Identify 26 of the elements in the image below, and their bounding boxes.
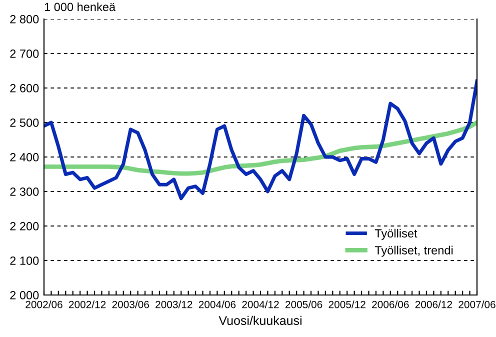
legend-label: Työlliset	[374, 228, 418, 240]
y-tick-label: 2 800	[10, 15, 39, 24]
line-series	[44, 120, 477, 176]
y-tick-label: 2 700	[10, 50, 39, 58]
x-tick-label: 2007/06	[458, 300, 496, 308]
x-axis-title: Vuosi/kuukausi	[218, 316, 302, 326]
y-tick-label: 2 200	[10, 222, 39, 230]
x-tick-label: 2002/06	[26, 300, 62, 308]
x-tick-label: 2005/06	[286, 300, 322, 308]
y-tick-label: 2 400	[10, 153, 39, 162]
x-tick-label: 2004/06	[198, 300, 236, 308]
x-tick-label: 2003/12	[156, 300, 192, 308]
x-tick-label: 2004/12	[242, 300, 279, 308]
x-tick-label: 2005/12	[328, 300, 366, 308]
x-tick-label: 2002/12	[69, 300, 106, 308]
y-axis-title: 1 000 henkeä	[44, 2, 116, 12]
line-series	[44, 79, 477, 200]
x-tick-label: 2006/06	[372, 300, 409, 308]
y-tick-label: 2 600	[10, 84, 39, 92]
x-tick-label: 2003/06	[112, 300, 149, 308]
y-tick-label: 2 500	[10, 118, 39, 127]
y-tick-label: 2 300	[10, 188, 39, 196]
y-tick-label: 2 000	[10, 291, 39, 300]
y-tick-label: 2 100	[10, 256, 39, 265]
x-tick-label: 2006/12	[415, 300, 452, 308]
legend-label: Työlliset, trendi	[374, 246, 453, 257]
